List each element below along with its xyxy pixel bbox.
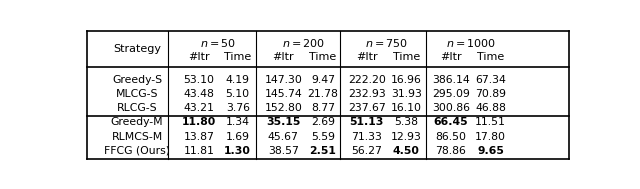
Text: #Itr: #Itr (188, 52, 210, 62)
Text: $n = 200$: $n = 200$ (282, 37, 324, 49)
Text: 386.14: 386.14 (432, 75, 470, 85)
Text: 145.74: 145.74 (264, 89, 302, 99)
Text: 9.65: 9.65 (477, 146, 504, 156)
Text: 46.88: 46.88 (476, 103, 506, 113)
Text: 152.80: 152.80 (264, 103, 302, 113)
Text: 13.87: 13.87 (184, 132, 214, 142)
Text: 67.34: 67.34 (476, 75, 506, 85)
Text: RLMCS-M: RLMCS-M (111, 132, 163, 142)
Text: 70.89: 70.89 (475, 89, 506, 99)
Text: 4.19: 4.19 (226, 75, 250, 85)
Text: 300.86: 300.86 (432, 103, 470, 113)
Text: Greedy-M: Greedy-M (111, 118, 163, 127)
Text: Greedy-S: Greedy-S (112, 75, 162, 85)
Text: 38.57: 38.57 (268, 146, 299, 156)
Text: 43.21: 43.21 (184, 103, 214, 113)
Text: 2.69: 2.69 (311, 118, 335, 127)
Text: 86.50: 86.50 (435, 132, 467, 142)
Text: 5.10: 5.10 (226, 89, 250, 99)
Text: 232.93: 232.93 (348, 89, 385, 99)
Text: 51.13: 51.13 (349, 118, 384, 127)
Text: 222.20: 222.20 (348, 75, 386, 85)
Text: 5.38: 5.38 (394, 118, 419, 127)
Text: 5.59: 5.59 (311, 132, 335, 142)
Text: FFCG (Ours): FFCG (Ours) (104, 146, 170, 156)
Text: 12.93: 12.93 (391, 132, 422, 142)
Text: $n = 50$: $n = 50$ (200, 37, 236, 49)
Text: 11.80: 11.80 (182, 118, 216, 127)
Text: 17.80: 17.80 (475, 132, 506, 142)
Text: MLCG-S: MLCG-S (116, 89, 158, 99)
Text: 4.50: 4.50 (393, 146, 420, 156)
Text: #Itr: #Itr (440, 52, 462, 62)
Text: 31.93: 31.93 (391, 89, 422, 99)
Text: 9.47: 9.47 (311, 75, 335, 85)
Text: Time: Time (309, 52, 337, 62)
Text: 1.69: 1.69 (226, 132, 250, 142)
Text: 43.48: 43.48 (184, 89, 214, 99)
Text: 16.96: 16.96 (391, 75, 422, 85)
Text: #Itr: #Itr (273, 52, 294, 62)
Text: Strategy: Strategy (113, 44, 161, 54)
Text: 295.09: 295.09 (432, 89, 470, 99)
Text: Time: Time (393, 52, 420, 62)
Text: 16.10: 16.10 (391, 103, 422, 113)
Text: 1.34: 1.34 (226, 118, 250, 127)
Text: Time: Time (224, 52, 252, 62)
Text: 45.67: 45.67 (268, 132, 299, 142)
Text: $n = 750$: $n = 750$ (365, 37, 408, 49)
Text: 11.51: 11.51 (476, 118, 506, 127)
Text: RLCG-S: RLCG-S (116, 103, 157, 113)
Text: 8.77: 8.77 (311, 103, 335, 113)
Text: 35.15: 35.15 (266, 118, 301, 127)
Text: 21.78: 21.78 (308, 89, 339, 99)
Text: 53.10: 53.10 (184, 75, 214, 85)
Text: 11.81: 11.81 (184, 146, 214, 156)
Text: 71.33: 71.33 (351, 132, 382, 142)
Text: 66.45: 66.45 (434, 118, 468, 127)
Text: 2.51: 2.51 (310, 146, 337, 156)
Text: 3.76: 3.76 (226, 103, 250, 113)
Text: 56.27: 56.27 (351, 146, 382, 156)
Text: 78.86: 78.86 (436, 146, 467, 156)
Text: 1.30: 1.30 (224, 146, 251, 156)
Text: Time: Time (477, 52, 504, 62)
Text: 147.30: 147.30 (264, 75, 302, 85)
Text: #Itr: #Itr (356, 52, 378, 62)
Text: 237.67: 237.67 (348, 103, 385, 113)
Text: $n = 1000$: $n = 1000$ (445, 37, 496, 49)
